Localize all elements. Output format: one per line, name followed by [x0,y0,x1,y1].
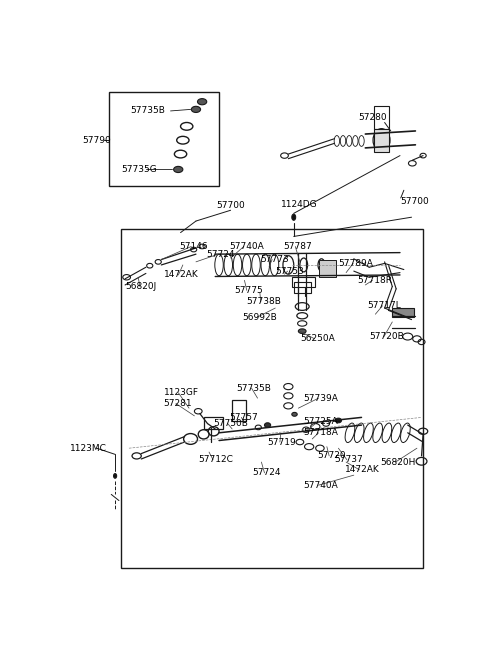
Text: 1123MC: 1123MC [71,443,108,453]
Text: 57740A: 57740A [229,242,264,251]
Text: 57753: 57753 [275,267,304,276]
Text: 57720B: 57720B [369,332,404,341]
Bar [319,260,336,277]
Text: 57146: 57146 [179,242,208,251]
Text: 1472AK: 1472AK [164,271,198,280]
Text: 56992B: 56992B [242,313,277,322]
Text: 1123GF: 1123GF [164,388,199,398]
Text: 56820H: 56820H [381,458,416,466]
Bar [121,229,423,567]
Text: 57719: 57719 [267,438,296,447]
Text: 57735G: 57735G [121,165,157,174]
Text: 57720: 57720 [317,451,346,460]
Text: 57757: 57757 [229,413,258,422]
Text: 57790: 57790 [83,136,111,145]
Text: 57712C: 57712C [198,455,233,464]
Bar [204,417,223,429]
Bar [392,308,414,317]
Text: 57789A: 57789A [338,259,373,268]
Ellipse shape [192,106,201,113]
Ellipse shape [174,166,183,172]
Text: 57724: 57724 [206,250,234,259]
Text: 57280: 57280 [359,113,387,122]
Text: 57738B: 57738B [246,297,281,307]
Ellipse shape [292,214,296,220]
Bar [109,92,219,187]
Text: 57700: 57700 [216,201,245,210]
Bar [374,105,389,128]
Text: 57700: 57700 [400,197,429,206]
Text: 57725A: 57725A [304,417,338,426]
Text: 57724: 57724 [252,468,281,477]
Text: 1124DG: 1124DG [281,200,317,208]
Ellipse shape [197,99,207,105]
Bar [374,128,389,152]
Text: 1472AK: 1472AK [345,465,379,474]
Text: 57739A: 57739A [304,394,338,403]
Text: 57787: 57787 [283,242,312,251]
Text: 57773: 57773 [260,255,288,264]
Text: 57718R: 57718R [358,276,393,285]
Text: 57737: 57737 [335,455,363,464]
Bar [232,400,246,421]
Bar [292,277,315,286]
Text: 56820J: 56820J [125,282,156,291]
Ellipse shape [336,418,341,422]
Text: 57718A: 57718A [304,428,338,438]
Text: 57750B: 57750B [213,419,248,428]
Bar [294,282,311,293]
Ellipse shape [299,329,306,333]
Ellipse shape [114,474,117,478]
Ellipse shape [292,413,297,416]
Text: 57735B: 57735B [131,107,166,115]
Text: 57735B: 57735B [237,384,272,392]
Text: 57717L: 57717L [368,301,401,310]
Text: 57740A: 57740A [304,481,338,490]
Text: 57775: 57775 [234,286,263,295]
Ellipse shape [264,422,271,428]
Text: 56250A: 56250A [300,334,335,343]
Text: 57281: 57281 [164,399,192,408]
